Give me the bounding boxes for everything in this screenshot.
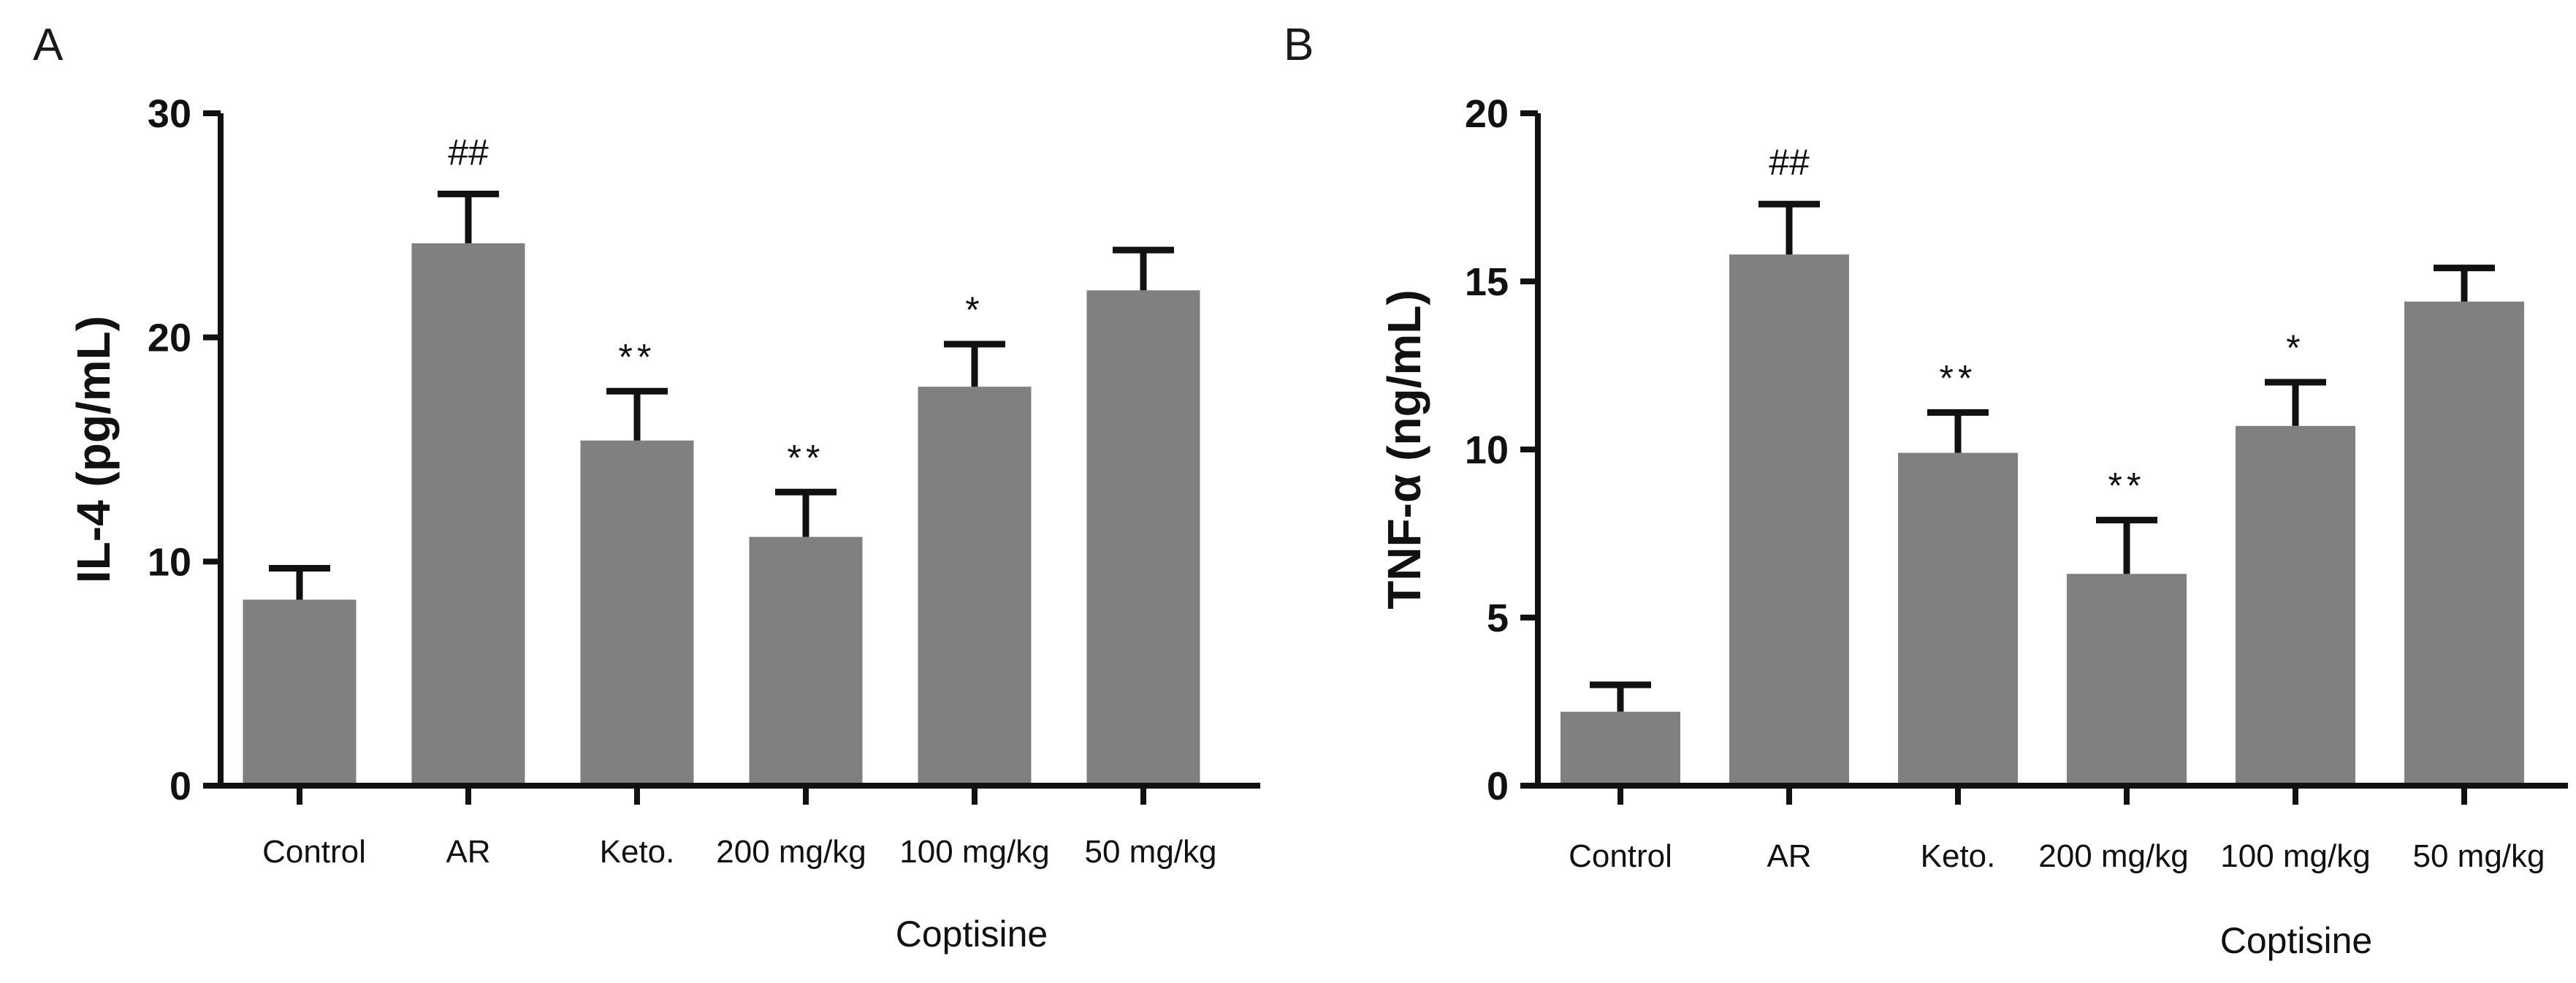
- group-label-coptisine: Coptisine: [896, 914, 1048, 954]
- significance-marker: **: [2108, 466, 2146, 506]
- significance-marker: **: [1940, 357, 1977, 398]
- group-label-coptisine: Coptisine: [2220, 920, 2372, 961]
- y-tick-label: 15: [1465, 260, 1509, 304]
- x-tick-label: Keto.: [600, 834, 675, 870]
- bar-100-mg-kg: [918, 387, 1032, 786]
- bar-100-mg-kg: [2236, 425, 2355, 786]
- x-tick-label: AR: [446, 834, 490, 870]
- bar-keto-: [580, 440, 694, 786]
- bar-control: [1561, 711, 1680, 786]
- bar-ar: [1729, 254, 1849, 786]
- y-tick-label: 0: [1487, 764, 1509, 808]
- y-tick-label: 20: [1465, 92, 1509, 136]
- y-tick-label: 20: [148, 316, 191, 360]
- y-tick-label: 30: [148, 92, 191, 136]
- bar-200-mg-kg: [2067, 574, 2187, 786]
- x-tick-label: AR: [1767, 838, 1811, 874]
- y-axis-label: TNF-α (ng/mL): [1378, 289, 1430, 609]
- panel-label: B: [1284, 20, 1314, 70]
- y-tick-label: 0: [169, 764, 191, 808]
- significance-marker: *: [965, 289, 983, 330]
- x-tick-label: 50 mg/kg: [2413, 838, 2545, 874]
- significance-marker: *: [2286, 327, 2304, 368]
- x-tick-label: 100 mg/kg: [2220, 838, 2370, 874]
- bar-50-mg-kg: [1086, 290, 1200, 786]
- significance-marker: ##: [448, 132, 489, 172]
- x-tick-label: 50 mg/kg: [1085, 834, 1217, 870]
- x-tick-label: 200 mg/kg: [716, 834, 866, 870]
- x-tick-label: Control: [262, 834, 366, 870]
- y-tick-label: 10: [148, 540, 191, 584]
- bar-keto-: [1898, 452, 2018, 786]
- significance-marker: **: [619, 336, 656, 377]
- significance-marker: ##: [1769, 142, 1810, 183]
- bar-50-mg-kg: [2404, 301, 2524, 786]
- x-tick-label: 100 mg/kg: [899, 834, 1049, 870]
- y-tick-label: 10: [1465, 428, 1509, 472]
- y-axis-label: IL-4 (pg/mL): [67, 316, 120, 583]
- bar-ar: [411, 243, 525, 786]
- x-tick-label: Keto.: [1921, 838, 1996, 874]
- panel-label: A: [33, 20, 64, 70]
- x-tick-label: 200 mg/kg: [2038, 838, 2188, 874]
- x-tick-label: Control: [1569, 838, 1672, 874]
- bar-control: [243, 599, 357, 786]
- y-tick-label: 5: [1487, 596, 1509, 640]
- significance-marker: **: [788, 437, 825, 478]
- bar-200-mg-kg: [749, 536, 863, 786]
